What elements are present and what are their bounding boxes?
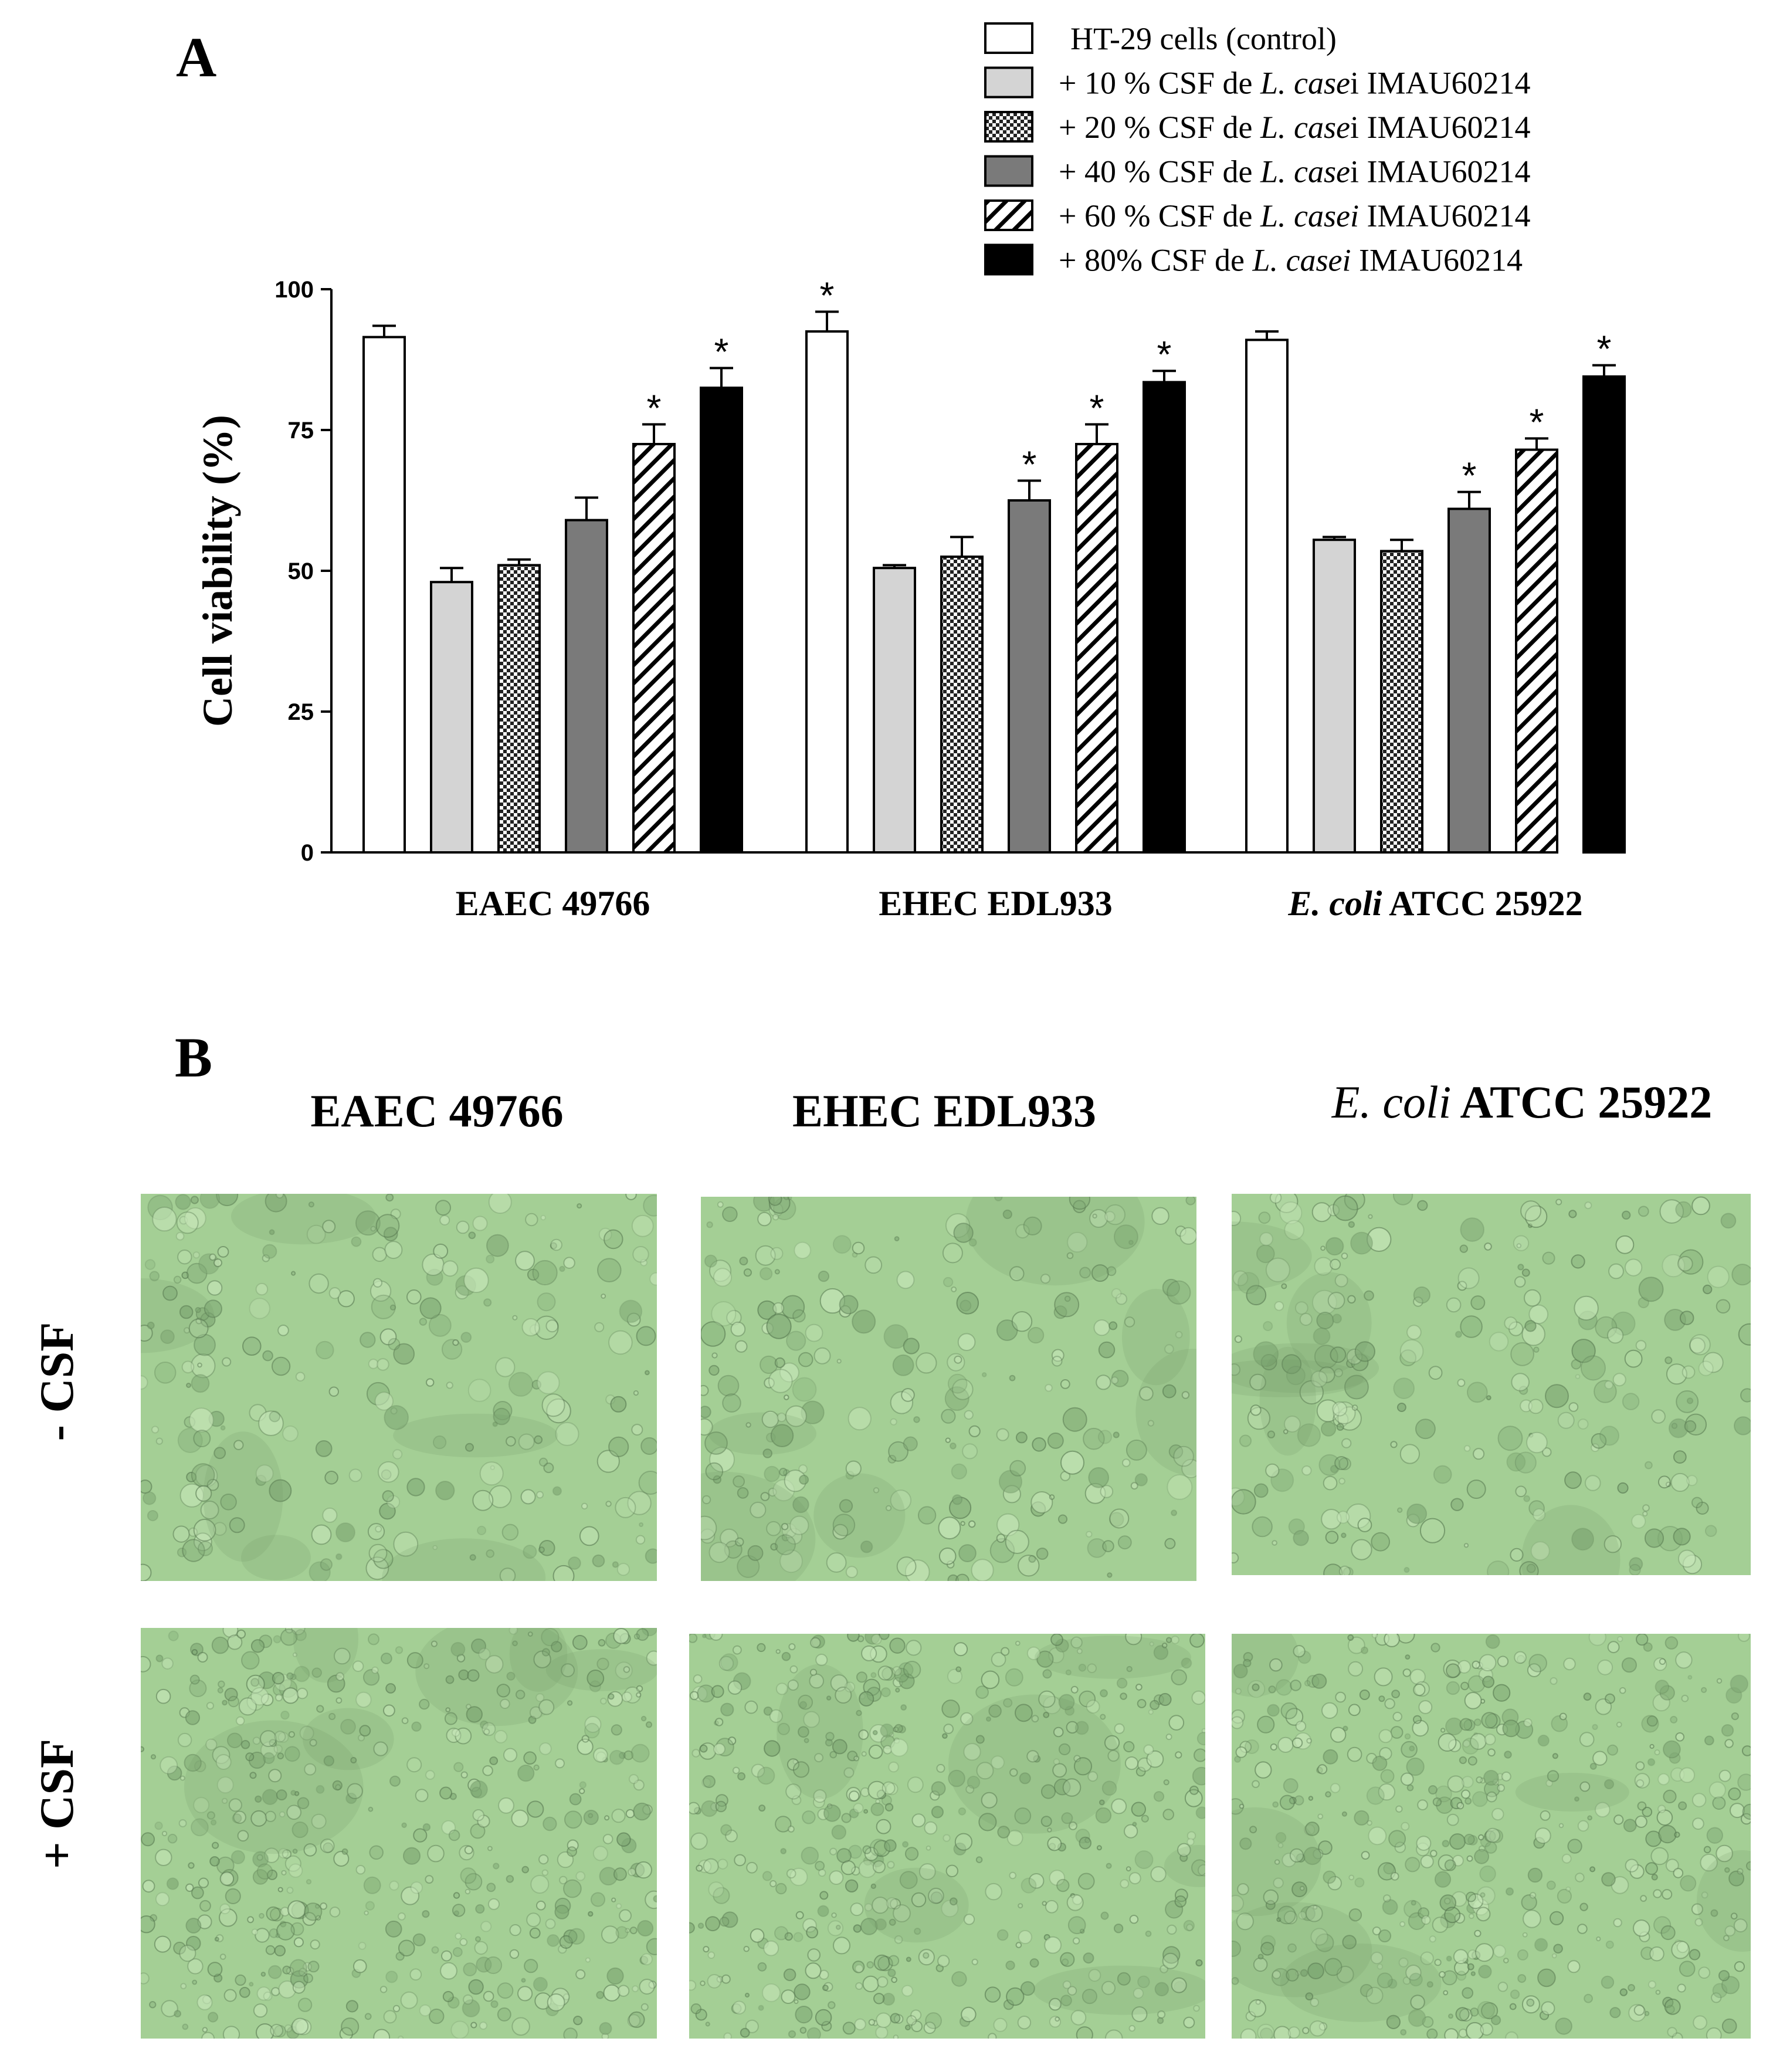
legend-swatch	[984, 111, 1033, 143]
bar	[805, 330, 849, 854]
legend-entry: + 60 % CSF de L. casei IMAU60214	[1059, 198, 1531, 233]
column-title-text: EAEC 49766	[310, 1085, 564, 1136]
bar	[362, 336, 406, 854]
x-category-label: EHEC EDL933	[879, 884, 1112, 923]
bar	[1515, 448, 1558, 854]
bar	[1143, 381, 1186, 854]
significance-asterisk: *	[1597, 328, 1612, 370]
y-axis-label: Cell viability (%)	[194, 415, 241, 727]
legend-swatch	[984, 22, 1033, 54]
micrograph-column-title-1: EAEC 49766	[290, 1088, 584, 1134]
bar	[497, 564, 541, 854]
micrograph-ehec-plus-csf	[689, 1634, 1205, 2039]
row-title-plus-csf: + CSF	[30, 1738, 83, 1870]
x-category-label: E. coli ATCC 25922	[1287, 884, 1582, 923]
legend-swatch	[984, 199, 1033, 231]
significance-asterisk: *	[1462, 455, 1477, 497]
column-title-italic: E. coli	[1331, 1076, 1452, 1128]
significance-asterisk: *	[820, 274, 835, 316]
panel-a-label: A	[176, 26, 217, 89]
bar	[1075, 443, 1118, 854]
micrograph-image	[141, 1628, 657, 2039]
y-tick-label: 0	[301, 840, 314, 866]
y-tick-label: 75	[288, 418, 314, 443]
x-category-label: EAEC 49766	[456, 884, 650, 923]
legend-entry: + 40 % CSF de L. casei IMAU60214	[1059, 154, 1530, 189]
y-tick-label: 100	[274, 277, 314, 303]
y-tick-label: 25	[288, 699, 314, 725]
significance-asterisk: *	[1157, 333, 1172, 375]
micrograph-ecoli-minus-csf	[1232, 1194, 1751, 1575]
legend-swatch	[984, 66, 1033, 99]
micrograph-ecoli-plus-csf	[1232, 1634, 1751, 2039]
bar	[1245, 338, 1289, 854]
micrograph-image	[689, 1634, 1205, 2039]
bar	[1008, 499, 1051, 854]
significance-asterisk: *	[1090, 387, 1104, 429]
micrograph-ehec-minus-csf	[701, 1197, 1196, 1581]
bar	[1582, 375, 1626, 854]
row-title-minus-csf: - CSF	[30, 1322, 83, 1441]
micrograph-column-title-2: EHEC EDL933	[774, 1088, 1114, 1134]
y-tick-label: 50	[288, 558, 314, 584]
bar	[1313, 539, 1356, 854]
legend-swatch	[984, 155, 1033, 187]
bar	[632, 443, 676, 854]
bar	[1447, 507, 1491, 854]
bar-chart: 0 25 50 75 100 Cell viability (%) * * EAEC 49766…	[194, 21, 1626, 923]
legend-entry: + 80% CSF de L. casei IMAU60214	[1059, 243, 1523, 278]
micrograph-image	[141, 1194, 657, 1581]
micrograph-image	[701, 1197, 1196, 1581]
bar	[700, 387, 743, 854]
column-title-text: ATCC 25922	[1451, 1076, 1713, 1128]
bar	[940, 556, 984, 854]
micrograph-image	[1232, 1194, 1751, 1575]
micrograph-eaec-minus-csf	[141, 1194, 657, 1581]
micrograph-column-title-3: E. coli ATCC 25922	[1287, 1079, 1757, 1125]
legend-entry: + 10 % CSF de L. casei IMAU60214	[1059, 66, 1530, 101]
micrograph-image	[1232, 1634, 1751, 2039]
significance-asterisk: *	[647, 387, 662, 429]
micrograph-eaec-plus-csf	[141, 1628, 657, 2039]
significance-asterisk: *	[1530, 401, 1544, 443]
legend-entry: + 20 % CSF de L. casei IMAU60214	[1059, 110, 1530, 145]
bar	[1380, 550, 1423, 854]
bar	[430, 581, 473, 854]
significance-asterisk: *	[714, 330, 729, 373]
panel-b-label: B	[175, 1026, 213, 1089]
legend-entry: HT-29 cells (control)	[1070, 21, 1337, 56]
significance-asterisk: *	[1022, 443, 1037, 485]
bar	[873, 567, 916, 854]
column-title-text: EHEC EDL933	[792, 1085, 1096, 1136]
bar	[565, 519, 608, 854]
legend-swatch	[984, 243, 1033, 276]
